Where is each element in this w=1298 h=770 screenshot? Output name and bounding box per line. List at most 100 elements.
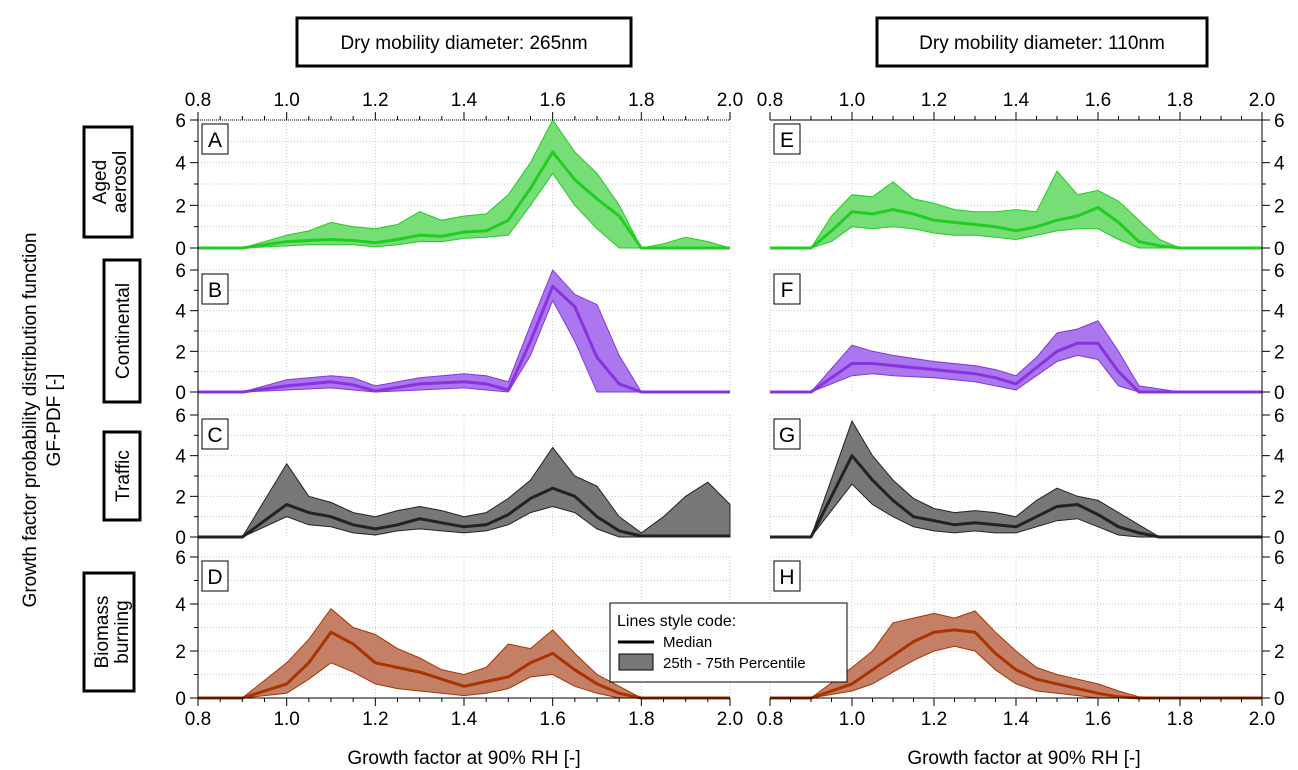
x-tick-label-bottom: 1.0 (273, 709, 299, 730)
panel-letter-box (201, 123, 229, 155)
median-line-panel-D (198, 630, 730, 700)
percentile-band-panel-F (770, 320, 1262, 393)
percentile-band-panel-C (198, 446, 731, 538)
column-title-265nm: Dry mobility diameter: 265nm (340, 33, 587, 54)
panel-letter: A (208, 129, 222, 152)
y-tick-label: 4 (175, 302, 186, 323)
svg-text:Biomass: Biomass (92, 596, 113, 669)
y-tick-label: 2 (175, 642, 186, 663)
x-tick-label-top: 1.2 (921, 90, 947, 111)
panel-letter-box (773, 123, 801, 155)
axes-layer: 0.8 0.8 1.0 1.0 1.2 1.2 1.4 1.4 1.6 1.6 1.8 1.8 2.0 2… (175, 90, 1285, 730)
panel-letter-box (773, 273, 801, 305)
y-tick-label: 0 (1274, 528, 1285, 549)
y-tick-label: 6 (175, 111, 186, 132)
x-tick-label-top: 1.4 (1003, 90, 1030, 111)
x-tick-label-top: 1.0 (839, 90, 865, 111)
legend-title: Lines style code: (617, 613, 736, 630)
x-tick-label-top: 0.8 (757, 90, 783, 111)
y-tick-label: 2 (1274, 342, 1285, 363)
x-tick-label-top: 1.8 (628, 90, 654, 111)
column-title-110nm: Dry mobility diameter: 110nm (919, 33, 1165, 54)
x-axis-label-right: Growth factor at 90% RH [-] (907, 748, 1140, 769)
x-tick-label-bottom: 0.8 (185, 709, 211, 730)
column-title-box-110nm (875, 16, 1209, 68)
x-tick-label-bottom: 1.8 (1167, 709, 1193, 730)
x-tick-label-bottom: 1.4 (451, 709, 478, 730)
row-label-continental: Continental (102, 258, 142, 404)
row-label-traffic: Traffic (102, 430, 142, 522)
x-tick-label-top: 1.4 (451, 90, 478, 111)
x-axis-label-left: Growth factor at 90% RH [-] (347, 748, 580, 769)
y-tick-label: 4 (175, 595, 186, 616)
global-y-label-line1: Growth factor probability distribution f… (20, 233, 41, 608)
panel-letter-box (773, 560, 801, 592)
global-y-label-line2: GF-PDF [-] (44, 374, 65, 467)
x-tick-label-top: 2.0 (1249, 90, 1275, 111)
x-tick-label-bottom: 1.6 (539, 709, 565, 730)
y-tick-label: 4 (1274, 595, 1285, 616)
svg-text:burning: burning (112, 600, 133, 663)
y-tick-label: 4 (1274, 302, 1285, 323)
y-tick-label: 0 (1274, 689, 1285, 710)
panel-letter-box (773, 418, 801, 450)
median-line-panel-E (770, 206, 1262, 250)
x-tick-label-bottom: 1.0 (839, 709, 865, 730)
legend: Lines style code: Median 25th - 75th Per… (609, 602, 848, 683)
legend-median-label: Median (663, 634, 712, 651)
percentile-band-panel-E (770, 170, 1262, 249)
y-tick-label: 4 (1274, 154, 1285, 175)
y-tick-label: 6 (1274, 261, 1285, 282)
panel-letter: E (780, 129, 794, 152)
y-tick-label: 0 (175, 689, 186, 710)
y-tick-label: 6 (1274, 406, 1285, 427)
panel-letter-box (201, 418, 229, 450)
y-tick-label: 2 (1274, 487, 1285, 508)
median-line-panel-B (198, 284, 730, 394)
y-tick-label: 6 (175, 548, 186, 569)
y-tick-label: 0 (175, 239, 186, 260)
panel-letter: H (779, 566, 794, 589)
y-tick-label: 4 (175, 447, 186, 468)
panel-letter: C (207, 424, 222, 447)
median-line-panel-C (198, 486, 730, 539)
y-tick-label: 0 (175, 528, 186, 549)
y-tick-label: 6 (1274, 111, 1285, 132)
percentile-band-panel-B (198, 269, 730, 393)
median-line-panel-G (770, 454, 1262, 539)
legend-band-swatch (618, 653, 654, 671)
y-tick-label: 2 (1274, 642, 1285, 663)
panel-letter-box (201, 273, 229, 305)
data-layer (198, 119, 1262, 700)
x-tick-label-bottom: 0.8 (757, 709, 783, 730)
x-tick-label-bottom: 2.0 (717, 709, 743, 730)
y-tick-label: 0 (1274, 239, 1285, 260)
x-tick-label-bottom: 2.0 (1249, 709, 1275, 730)
x-tick-label-bottom: 1.8 (628, 709, 654, 730)
median-line-panel-F (770, 341, 1262, 394)
panel-letter: F (781, 279, 794, 302)
y-tick-label: 6 (175, 406, 186, 427)
y-tick-label: 4 (1274, 447, 1285, 468)
x-tick-label-top: 1.6 (539, 90, 565, 111)
y-tick-label: 6 (1274, 548, 1285, 569)
row-label-biomass-burning: Biomass burning (82, 571, 136, 693)
y-tick-label: 2 (175, 196, 186, 217)
x-tick-label-top: 2.0 (717, 90, 743, 111)
y-tick-label: 6 (175, 261, 186, 282)
panel-letter: G (779, 424, 795, 447)
panel-letter: D (207, 566, 222, 589)
x-tick-label-bottom: 1.2 (362, 709, 388, 730)
y-tick-label: 2 (175, 342, 186, 363)
median-line-panel-A (198, 150, 730, 250)
percentile-band-panel-G (770, 419, 1262, 538)
x-tick-label-top: 1.8 (1167, 90, 1193, 111)
legend-band-label: 25th - 75th Percentile (663, 655, 806, 672)
y-tick-label: 0 (1274, 383, 1285, 404)
x-tick-label-top: 1.2 (362, 90, 388, 111)
percentile-band-panel-H (770, 610, 1262, 699)
x-tick-label-bottom: 1.4 (1003, 709, 1030, 730)
y-tick-label: 2 (1274, 196, 1285, 217)
x-tick-label-top: 1.6 (1085, 90, 1111, 111)
